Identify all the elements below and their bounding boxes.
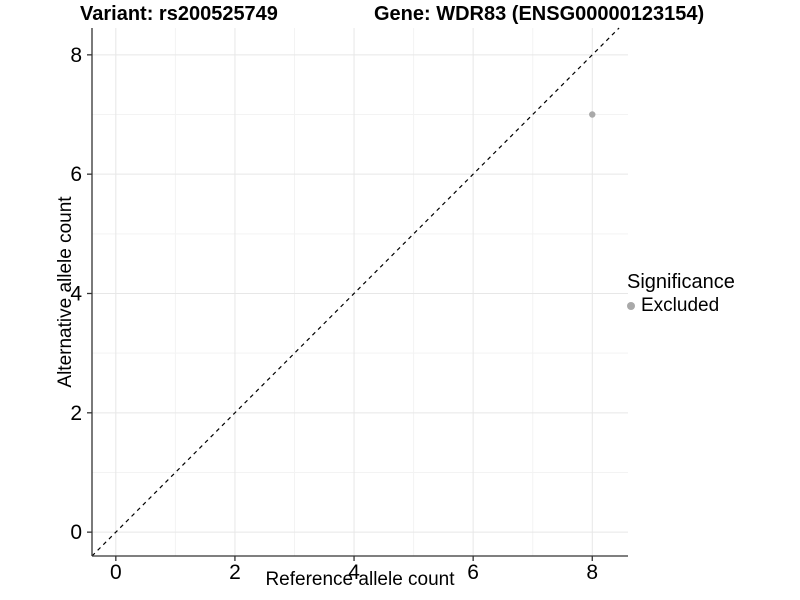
- y-tick-label: 6: [70, 163, 82, 186]
- x-tick-label: 8: [586, 561, 598, 584]
- legend-marker-circle-icon: [627, 302, 635, 310]
- x-axis-label: Reference allele count: [265, 569, 455, 590]
- x-tick-label: 6: [467, 561, 479, 584]
- data-point-excluded: [589, 111, 596, 118]
- legend: Significance Excluded: [627, 271, 735, 317]
- plot-title-gene: Gene: WDR83 (ENSG00000123154): [374, 3, 705, 25]
- y-tick-label: 4: [70, 282, 82, 305]
- legend-item-excluded: Excluded: [627, 295, 735, 317]
- y-tick-label: 8: [70, 44, 82, 67]
- x-tick-label: 2: [229, 561, 241, 584]
- legend-item-label: Excluded: [641, 295, 720, 316]
- y-tick-label: 0: [70, 521, 82, 544]
- y-tick-label: 2: [70, 402, 82, 425]
- legend-title: Significance: [627, 271, 735, 293]
- x-tick-label: 0: [110, 561, 122, 584]
- x-tick-label: 4: [348, 561, 360, 584]
- y-axis-label: Alternative allele count: [55, 196, 76, 388]
- identity-dashed-line: [91, 27, 620, 557]
- plot-title-variant: Variant: rs200525749: [80, 3, 278, 25]
